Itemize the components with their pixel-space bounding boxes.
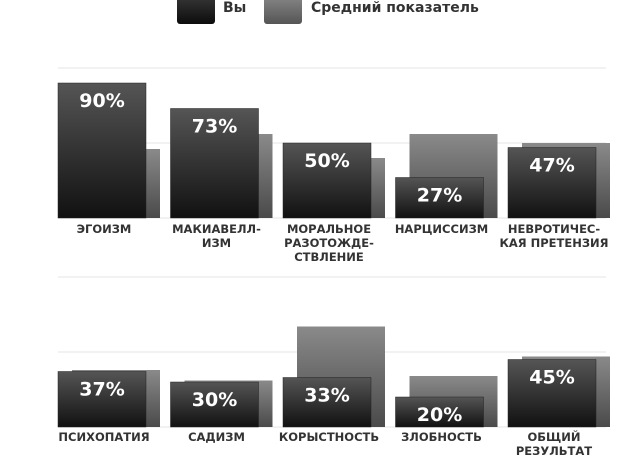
legend-average-label: Средний показатель	[311, 0, 479, 16]
bar-you	[282, 142, 372, 219]
category-label-line: ОБЩИЙ	[527, 429, 580, 444]
category-label-line: МАКИАВЕЛЛ-	[172, 222, 261, 236]
data-label: 20%	[417, 404, 462, 426]
category-label-line: НЕВРОТИЧЕС-	[508, 222, 601, 236]
category-label-line: САДИЗМ	[188, 430, 245, 444]
data-label: 73%	[192, 116, 237, 138]
category-label-line: ИЗМ	[202, 236, 231, 250]
category-label: ОБЩИЙ РЕЗУЛЬТАТ	[516, 429, 592, 458]
legend: Вы Средний показатель	[0, 0, 640, 24]
bar-you	[395, 177, 484, 219]
legend-you-label: Вы	[223, 0, 247, 16]
category-label-line: РАЗОТОЖДЕ-	[284, 236, 374, 250]
category-label: КОРЫСТНОСТЬ	[279, 430, 379, 444]
category-label: НЕВРОТИЧЕС-КАЯ ПРЕТЕНЗИЯ	[499, 222, 608, 250]
category-label-line: РЕЗУЛЬТАТ	[516, 444, 592, 458]
category-label-line: КАЯ ПРЕТЕНЗИЯ	[499, 236, 608, 250]
bar-you	[57, 371, 147, 428]
legend-average-swatch	[264, 0, 302, 24]
category-label: МАКИАВЕЛЛ-ИЗМ	[172, 222, 261, 250]
data-label: 33%	[304, 385, 349, 407]
bar-you	[170, 381, 259, 428]
bar-you	[170, 108, 259, 219]
category-label: МОРАЛЬНОЕ РАЗОТОЖДЕ-СТВЛЕНИЕ	[284, 222, 374, 264]
data-label: 90%	[79, 90, 124, 112]
data-label: 27%	[417, 185, 462, 207]
bar-you	[507, 147, 597, 219]
data-label: 30%	[192, 389, 237, 411]
legend-you-swatch	[177, 0, 215, 24]
data-label: 45%	[529, 367, 574, 389]
category-label: ПСИХОПАТИЯ	[58, 430, 149, 444]
category-label-line: КОРЫСТНОСТЬ	[279, 430, 379, 444]
category-label: ЗЛОБНОСТЬ	[401, 430, 482, 444]
category-label-line: НАРЦИССИЗМ	[395, 222, 488, 236]
data-label: 37%	[79, 379, 124, 401]
category-label-line: ЭГОИЗМ	[77, 222, 132, 236]
category-label: САДИЗМ	[188, 430, 245, 444]
category-label-line: ЗЛОБНОСТЬ	[401, 430, 482, 444]
category-label: ЭГОИЗМ	[77, 222, 132, 236]
bar-you	[507, 359, 597, 428]
bar-you	[57, 82, 147, 219]
category-label-line: МОРАЛЬНОЕ	[287, 222, 371, 236]
data-label: 47%	[529, 155, 574, 177]
data-label: 50%	[304, 150, 349, 172]
bar-you	[395, 396, 484, 428]
category-label-line: СТВЛЕНИЕ	[294, 250, 364, 264]
category-label: НАРЦИССИЗМ	[395, 222, 488, 236]
category-label-line: ПСИХОПАТИЯ	[58, 430, 149, 444]
bar-you	[282, 377, 372, 428]
